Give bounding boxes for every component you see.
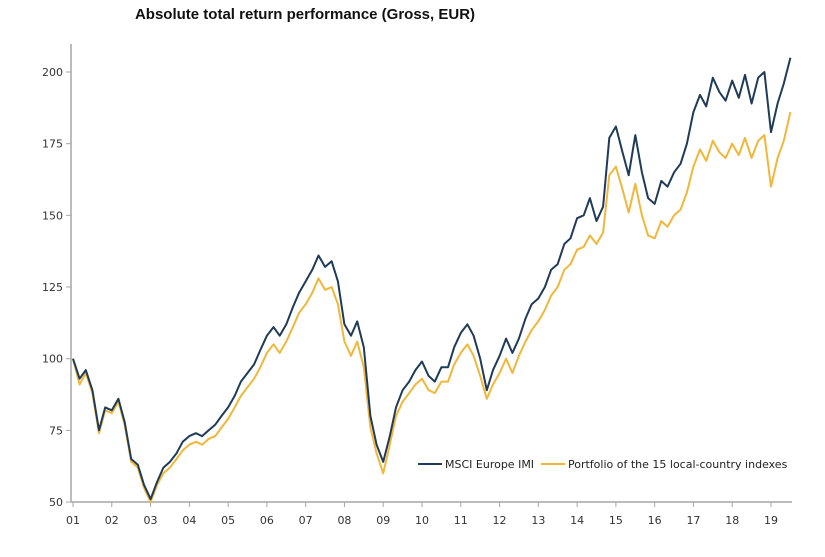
- x-tick-label: 10: [415, 514, 429, 527]
- x-tick-label: 17: [686, 514, 700, 527]
- y-tick-label: 125: [42, 281, 63, 294]
- y-tick-label: 50: [49, 496, 63, 509]
- legend-item-msci-europe-imi: MSCI Europe IMI: [418, 458, 534, 471]
- x-tick-label: 18: [725, 514, 739, 527]
- x-tick-label: 03: [144, 514, 158, 527]
- legend-item-local-country-portfolio: Portfolio of the 15 local-country indexe…: [541, 458, 788, 471]
- x-axis: 01 02 03 04 05 06 07 08 09 10 11 12 13 14 15 16 17 18 19: [66, 501, 792, 527]
- x-tick-label: 14: [570, 514, 584, 527]
- y-tick-label: 200: [42, 66, 63, 79]
- x-tick-label: 02: [105, 514, 119, 527]
- y-tick-label: 100: [42, 353, 63, 366]
- y-tick-label: 75: [49, 424, 63, 437]
- x-tick-label: 04: [182, 514, 196, 527]
- x-tick-label: 11: [454, 514, 468, 527]
- series-line-msci-europe-imi: [72, 57, 792, 501]
- x-tick-label: 19: [764, 514, 778, 527]
- x-tick-label: 08: [337, 514, 351, 527]
- x-tick-label: 13: [531, 514, 545, 527]
- chart-title: Absolute total return performance (Gross…: [134, 6, 476, 23]
- y-tick-label: 150: [42, 209, 63, 222]
- series-line-local-country-portfolio: [72, 111, 792, 503]
- x-tick-label: 16: [648, 514, 662, 527]
- x-tick-label: 06: [260, 514, 274, 527]
- legend-label: MSCI Europe IMI: [445, 458, 534, 471]
- x-tick-label: 05: [221, 514, 235, 527]
- y-axis: 50 75 100 125 150 175 200: [42, 44, 72, 509]
- x-tick-label: 15: [609, 514, 623, 527]
- legend-label: Portfolio of the 15 local-country indexe…: [568, 458, 788, 471]
- x-tick-label: 01: [66, 514, 80, 527]
- legend: MSCI Europe IMI Portfolio of the 15 local…: [418, 458, 788, 471]
- x-tick-label: 07: [299, 514, 313, 527]
- y-tick-label: 175: [42, 138, 63, 151]
- x-tick-label: 09: [376, 514, 390, 527]
- x-tick-label: 12: [493, 514, 507, 527]
- series-layer: [72, 57, 792, 503]
